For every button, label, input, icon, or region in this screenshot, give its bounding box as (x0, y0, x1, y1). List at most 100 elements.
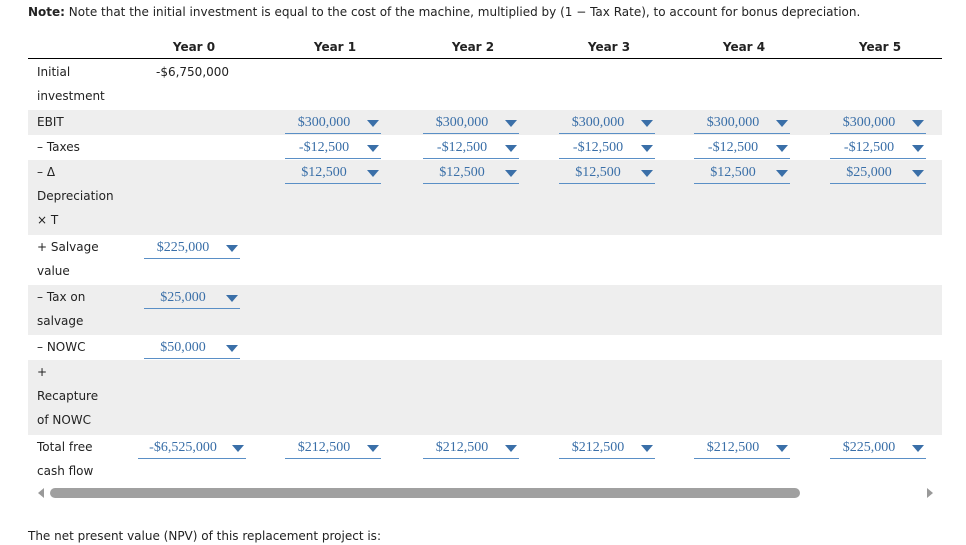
dropdown[interactable]: $12,500 (559, 163, 655, 184)
dropdown-arrow (226, 295, 238, 302)
dropdown-arrow (641, 120, 653, 127)
row-label: EBIT (37, 115, 64, 129)
dropdown-arrow (505, 170, 517, 177)
dropdown-arrow (367, 170, 379, 177)
dropdown-arrow (912, 170, 924, 177)
dropdown[interactable]: -$12,500 (694, 138, 790, 159)
dropdown[interactable]: $12,500 (694, 163, 790, 184)
dropdown-value: $225,000 (156, 240, 210, 255)
dropdown-value: -$12,500 (572, 140, 624, 155)
dropdown[interactable]: $300,000 (830, 113, 926, 134)
scroll-right[interactable] (927, 488, 933, 498)
scrollbar-thumb[interactable] (50, 488, 800, 498)
row-label: – Taxes (37, 140, 80, 154)
dropdown[interactable]: $12,500 (285, 163, 381, 184)
dropdown-arrow (226, 245, 238, 252)
header-rule (28, 58, 942, 59)
dropdown-arrow (367, 445, 379, 452)
dropdown[interactable]: -$12,500 (559, 138, 655, 159)
dropdown[interactable]: $212,500 (694, 438, 790, 459)
dropdown-value: $25,000 (846, 165, 892, 180)
row-label: Initial (37, 65, 71, 79)
dropdown[interactable]: $300,000 (285, 113, 381, 134)
column-header: Year 5 (858, 40, 902, 54)
footer-text: The net present value (NPV) of this repl… (28, 529, 381, 543)
dropdown[interactable]: -$12,500 (285, 138, 381, 159)
row-band (28, 110, 942, 135)
dropdown-value: $12,500 (575, 165, 621, 180)
dropdown-arrow (505, 445, 517, 452)
dropdown[interactable]: -$12,500 (423, 138, 519, 159)
row-label: + Salvage (37, 240, 99, 254)
row-band (28, 160, 942, 235)
dropdown-value: $50,000 (160, 340, 206, 355)
dropdown-value: -$12,500 (707, 140, 759, 155)
row-label: – NOWC (37, 340, 86, 354)
row-label: – Tax on (37, 290, 86, 304)
dropdown[interactable]: $50,000 (144, 338, 240, 359)
row-label: cash flow (37, 464, 94, 478)
dropdown-arrow (776, 145, 788, 152)
row-band (28, 285, 942, 335)
column-header: Year 2 (451, 40, 495, 54)
note-text: Note that the initial investment is equa… (68, 5, 861, 19)
dropdown-arrow (226, 345, 238, 352)
dropdown-value: $212,500 (706, 440, 760, 455)
dropdown[interactable]: -$12,500 (830, 138, 926, 159)
dropdown[interactable]: $300,000 (694, 113, 790, 134)
cell-value: -$6,750,000 (156, 65, 230, 79)
row-band (28, 360, 942, 435)
row-label: Total free (37, 440, 93, 454)
row-label: salvage (37, 314, 84, 328)
dropdown[interactable]: $212,500 (559, 438, 655, 459)
row-label: × T (37, 213, 59, 227)
dropdown-value: $12,500 (439, 165, 485, 180)
dropdown-arrow (912, 445, 924, 452)
dropdown[interactable]: $212,500 (285, 438, 381, 459)
dropdown-arrow (505, 145, 517, 152)
dropdown[interactable]: $225,000 (830, 438, 926, 459)
dropdown-value: $300,000 (706, 115, 760, 130)
row-label: value (37, 264, 70, 278)
dropdown-arrow (641, 145, 653, 152)
dropdown[interactable]: $212,500 (423, 438, 519, 459)
dropdown[interactable]: $300,000 (423, 113, 519, 134)
dropdown-arrow (776, 445, 788, 452)
dropdown-value: $225,000 (842, 440, 896, 455)
row-label: Recapture (37, 389, 99, 403)
note: Note: Note that the initial investment i… (28, 5, 860, 19)
dropdown-arrow (367, 145, 379, 152)
dropdown[interactable]: $25,000 (144, 288, 240, 309)
dropdown-value: $25,000 (160, 290, 206, 305)
dropdown-arrow (776, 120, 788, 127)
dropdown-arrow (641, 170, 653, 177)
dropdown[interactable]: $12,500 (423, 163, 519, 184)
dropdown[interactable]: $225,000 (144, 238, 240, 259)
row-label: + (37, 365, 48, 379)
dropdown-value: $12,500 (301, 165, 347, 180)
column-header: Year 3 (587, 40, 631, 54)
dropdown-value: $212,500 (571, 440, 625, 455)
dropdown[interactable]: -$6,525,000 (138, 438, 246, 459)
dropdown-value: -$12,500 (298, 140, 350, 155)
row-label: of NOWC (37, 413, 92, 427)
dropdown-arrow (912, 145, 924, 152)
dropdown-arrow (912, 120, 924, 127)
dropdown-value: $300,000 (435, 115, 489, 130)
dropdown-value: $300,000 (297, 115, 351, 130)
dropdown-value: $300,000 (571, 115, 625, 130)
dropdown-arrow (505, 120, 517, 127)
scroll-left[interactable] (38, 488, 44, 498)
column-header: Year 1 (313, 40, 357, 54)
column-header: Year 4 (722, 40, 766, 54)
dropdown-value: $212,500 (297, 440, 351, 455)
dropdown-value: -$6,525,000 (149, 440, 217, 455)
row-label: investment (37, 89, 105, 103)
dropdown[interactable]: $25,000 (830, 163, 926, 184)
dropdown[interactable]: $300,000 (559, 113, 655, 134)
dropdown-arrow (232, 445, 244, 452)
column-header: Year 0 (172, 40, 216, 54)
row-label: Depreciation (37, 189, 114, 203)
dropdown-value: $12,500 (710, 165, 756, 180)
